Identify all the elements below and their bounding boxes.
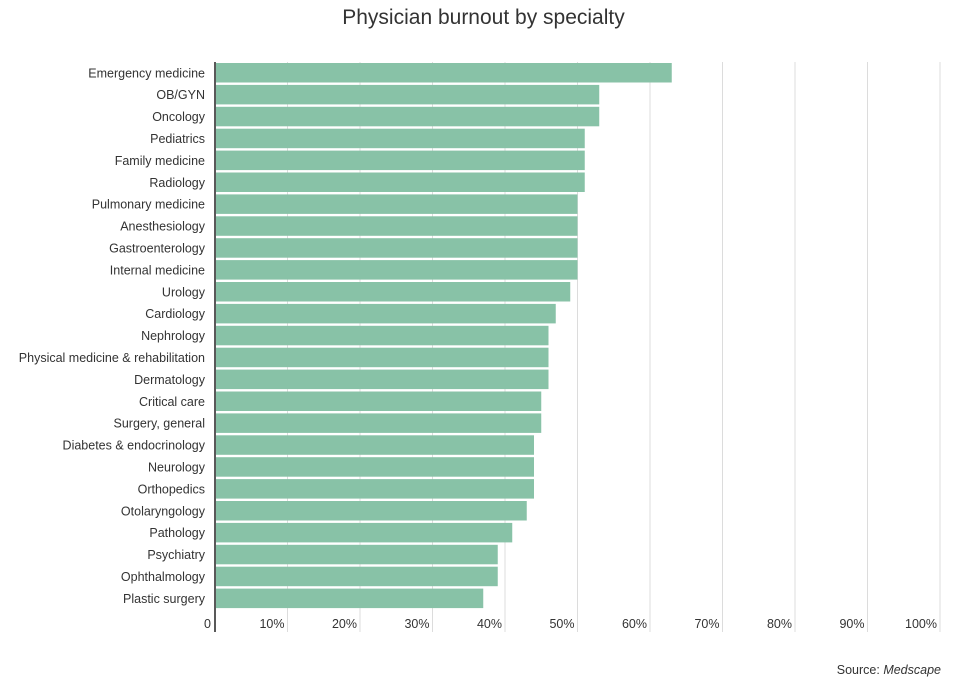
bar: [216, 566, 498, 587]
bar: [216, 501, 527, 521]
bar: [216, 479, 534, 499]
bar: [216, 84, 600, 105]
bar: [216, 369, 549, 390]
bar: [216, 216, 578, 236]
bar: [216, 260, 578, 280]
category-label: Gastroenterology: [109, 241, 206, 255]
x-tick-label: 80%: [767, 617, 792, 631]
category-label: Psychiatry: [147, 548, 205, 562]
bar: [216, 282, 571, 302]
category-label: Dermatology: [134, 373, 206, 387]
source-prefix: Source:: [836, 663, 884, 677]
category-label: Plastic surgery: [123, 592, 206, 606]
x-tick-label: 10%: [259, 617, 284, 631]
x-tick-label: 30%: [404, 617, 429, 631]
x-tick-label: 20%: [332, 617, 357, 631]
category-label: Pediatrics: [150, 132, 205, 146]
bars: [216, 63, 672, 609]
category-label: Oncology: [152, 110, 206, 124]
bar: [216, 391, 542, 411]
category-label: Internal medicine: [110, 263, 205, 277]
bar: [216, 588, 484, 609]
bar: [216, 238, 578, 258]
bar: [216, 128, 585, 149]
bar: [216, 413, 542, 433]
category-label: Urology: [162, 285, 206, 299]
category-label: Ophthalmology: [121, 570, 206, 584]
category-label: Pathology: [149, 526, 205, 540]
category-label: Surgery, general: [114, 417, 206, 431]
bar: [216, 172, 585, 192]
category-labels: Emergency medicine OB/GYN Oncology Pediatri…: [19, 66, 206, 606]
category-label: Otolaryngology: [121, 504, 206, 518]
bar: [216, 325, 549, 346]
category-label: OB/GYN: [156, 88, 205, 102]
x-tick-labels: 0 10% 20% 30% 40% 50% 60% 70% 80% 90% 100%: [204, 617, 937, 631]
x-tick-label: 100%: [905, 617, 937, 631]
bar: [216, 150, 585, 171]
x-tick-label: 70%: [694, 617, 719, 631]
category-label: Family medicine: [115, 154, 205, 168]
category-label: Cardiology: [145, 307, 206, 321]
category-label: Radiology: [149, 176, 205, 190]
category-label: Nephrology: [141, 329, 206, 343]
x-tick-label: 60%: [622, 617, 647, 631]
chart-title: Physician burnout by specialty: [342, 6, 625, 29]
category-label: Anesthesiology: [120, 220, 206, 234]
category-label: Orthopedics: [138, 482, 205, 496]
bar: [216, 63, 672, 83]
category-label: Diabetes & endocrinology: [63, 439, 206, 453]
bar: [216, 194, 578, 214]
bar: [216, 522, 513, 543]
bar: [216, 106, 600, 127]
bar: [216, 347, 549, 368]
bar: [216, 435, 534, 455]
category-label: Physical medicine & rehabilitation: [19, 351, 205, 365]
category-label: Emergency medicine: [88, 66, 205, 80]
bar: [216, 303, 556, 324]
category-label: Pulmonary medicine: [92, 198, 205, 212]
category-label: Neurology: [148, 460, 206, 474]
bar: [216, 457, 534, 477]
category-label: Critical care: [139, 395, 205, 409]
x-tick-label: 90%: [839, 617, 864, 631]
source-note: Source: Medscape: [837, 663, 941, 677]
x-tick-label: 0: [204, 617, 211, 631]
bar: [216, 544, 498, 565]
x-tick-label: 40%: [477, 617, 502, 631]
x-tick-label: 50%: [549, 617, 574, 631]
source-name: Medscape: [883, 663, 941, 677]
